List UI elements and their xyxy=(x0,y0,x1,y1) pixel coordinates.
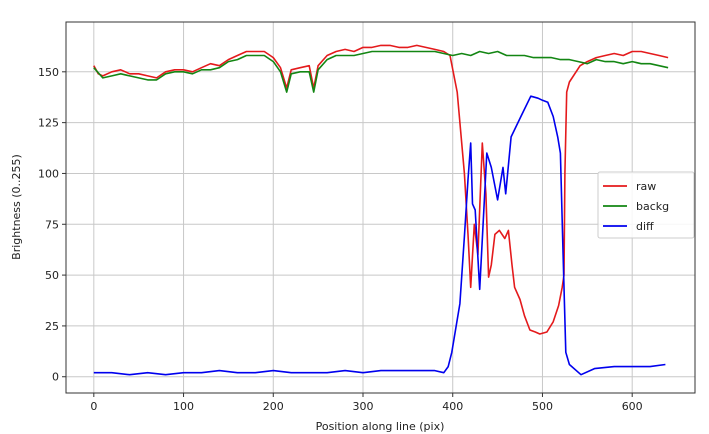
x-tick-label: 500 xyxy=(532,400,553,413)
y-tick-label: 125 xyxy=(38,117,59,130)
legend-label-raw: raw xyxy=(636,180,656,193)
axis-ticks: 0 100 200 300 400 500 600 0 25 50 75 100 125 150 xyxy=(38,66,643,413)
plot-frame xyxy=(65,21,696,394)
legend-label-backg: backg xyxy=(636,200,669,213)
series-line-diff xyxy=(93,95,666,376)
x-axis-label: Position along line (pix) xyxy=(316,420,445,433)
x-tick-label: 200 xyxy=(263,400,284,413)
legend-box xyxy=(597,171,695,239)
y-axis-label: Brightness (0..255) xyxy=(10,154,23,260)
x-tick-label: 300 xyxy=(353,400,374,413)
y-tick-label: 0 xyxy=(52,371,59,384)
y-tick-label: 100 xyxy=(38,167,59,180)
legend-label-diff: diff xyxy=(636,220,654,233)
y-tick-label: 75 xyxy=(45,218,59,231)
x-tick-label: 400 xyxy=(442,400,463,413)
x-tick-label: 600 xyxy=(622,400,643,413)
grid xyxy=(66,22,695,393)
y-tick-label: 150 xyxy=(38,66,59,79)
series-line-raw xyxy=(93,44,669,335)
y-tick-label: 25 xyxy=(45,320,59,333)
x-tick-label: 100 xyxy=(173,400,194,413)
legend: raw backg diff xyxy=(597,171,695,239)
series-lines xyxy=(93,44,669,376)
y-tick-label: 50 xyxy=(45,269,59,282)
x-tick-label: 0 xyxy=(90,400,97,413)
series-line-backg xyxy=(93,50,669,93)
